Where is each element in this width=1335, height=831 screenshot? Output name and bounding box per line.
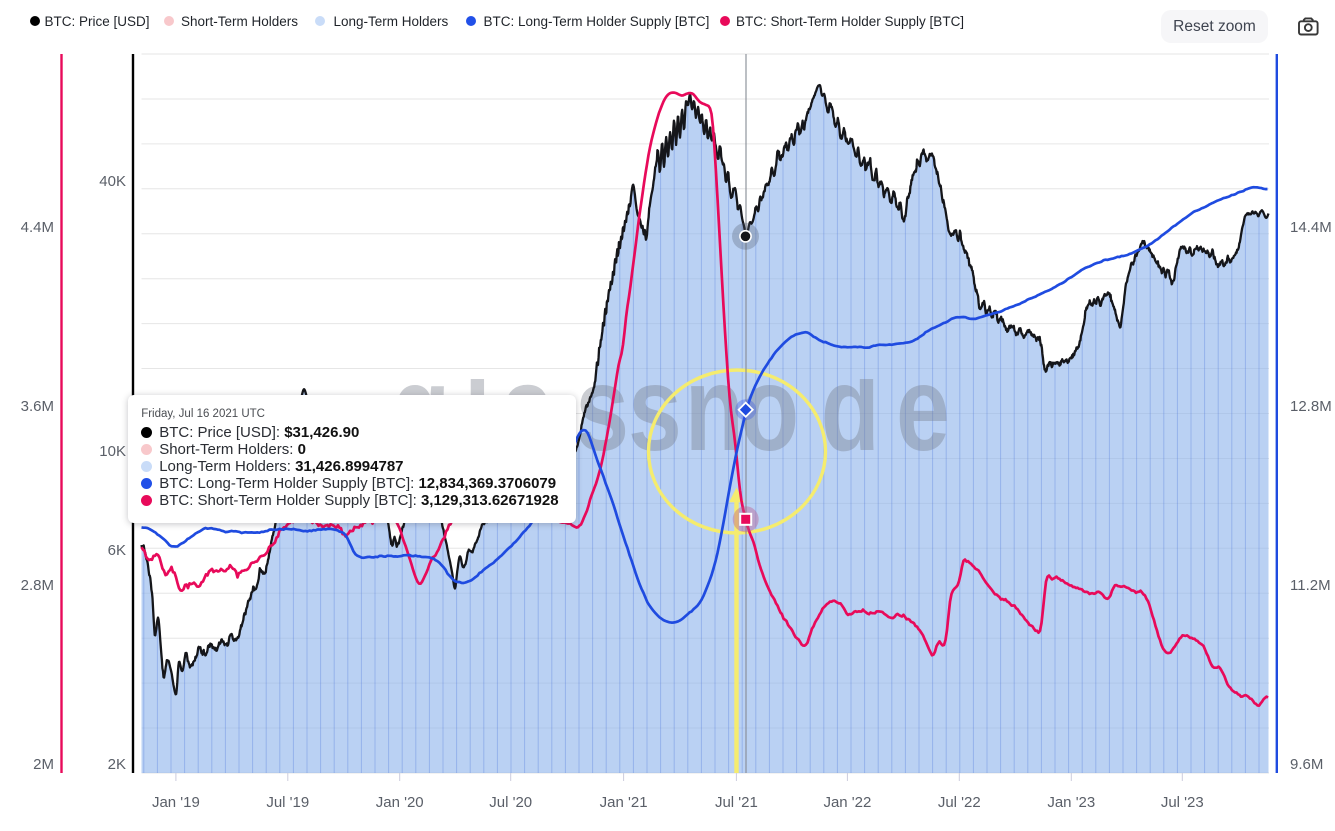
- svg-text:Jan '21: Jan '21: [600, 794, 648, 811]
- svg-text:Jul '21: Jul '21: [715, 794, 758, 811]
- svg-text:Jul '20: Jul '20: [489, 794, 532, 811]
- svg-text:6K: 6K: [108, 542, 126, 559]
- svg-text:14.4M: 14.4M: [1290, 219, 1332, 236]
- svg-text:Jan '19: Jan '19: [152, 794, 200, 811]
- svg-text:3.6M: 3.6M: [21, 398, 54, 415]
- svg-text:Jul '23: Jul '23: [1161, 794, 1204, 811]
- svg-text:Jan '23: Jan '23: [1047, 794, 1095, 811]
- svg-text:Jul '19: Jul '19: [266, 794, 309, 811]
- svg-text:Jan '22: Jan '22: [823, 794, 871, 811]
- svg-text:2K: 2K: [108, 756, 126, 773]
- svg-text:11.2M: 11.2M: [1290, 577, 1331, 594]
- svg-text:4.4M: 4.4M: [21, 219, 54, 236]
- svg-text:2.8M: 2.8M: [21, 577, 54, 594]
- svg-text:2M: 2M: [33, 756, 54, 773]
- svg-text:10K: 10K: [99, 443, 126, 460]
- svg-text:40K: 40K: [99, 173, 126, 190]
- svg-text:12.8M: 12.8M: [1290, 398, 1332, 415]
- svg-text:Jan '20: Jan '20: [376, 794, 424, 811]
- svg-text:9.6M: 9.6M: [1290, 756, 1323, 773]
- svg-text:Jul '22: Jul '22: [938, 794, 981, 811]
